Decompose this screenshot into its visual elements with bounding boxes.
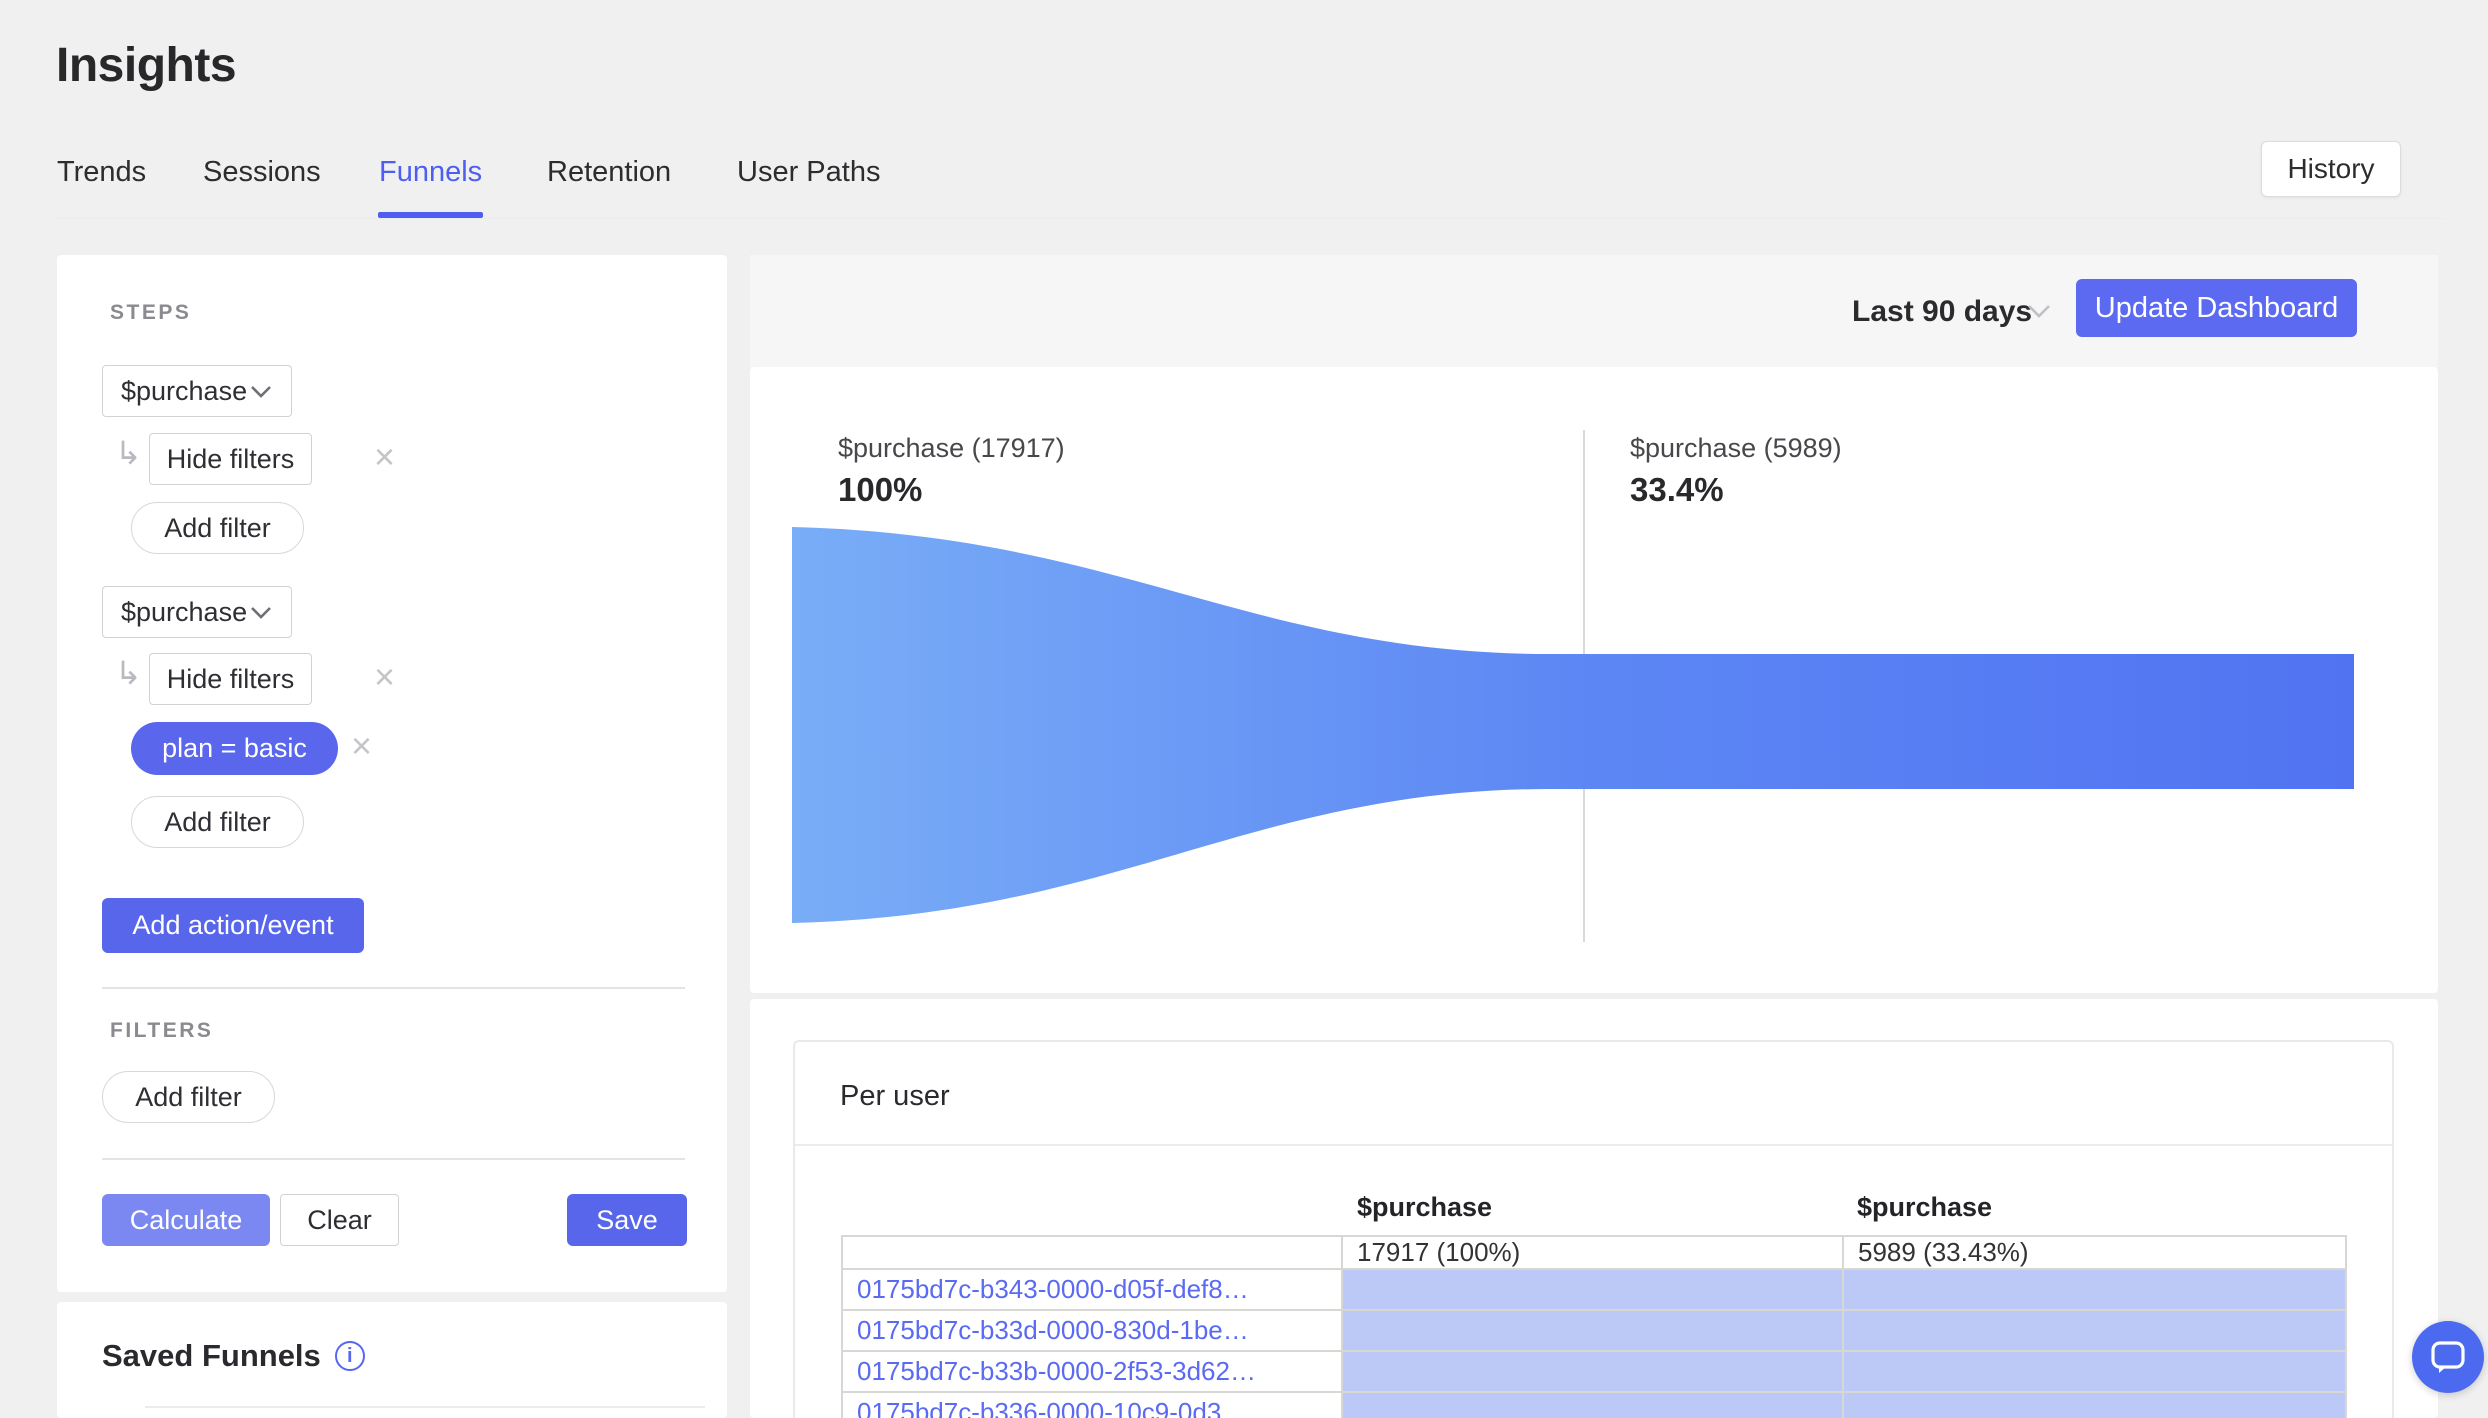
funnel-visualization [792, 430, 2354, 942]
clear-button-label: Clear [307, 1204, 372, 1235]
user-link[interactable]: 0175bd7c-b33b-0000-2f53-3d62… [857, 1356, 1256, 1386]
page-title: Insights [56, 39, 237, 92]
table-column-header-step1: $purchase [1357, 1192, 1493, 1222]
filters-section-label: FILTERS [110, 1019, 214, 1042]
tab-trends[interactable]: Trends [57, 156, 147, 188]
table-header-step1-total: 17917 (100%) [1341, 1235, 1844, 1270]
per-user-table: 17917 (100%) 5989 (33.43%) 0175bd7c-b343… [841, 1235, 2347, 1418]
dashboard-toolbar: Last 90 days Update Dashboard [750, 255, 2438, 367]
step2-hide-filters-button[interactable]: Hide filters [149, 653, 312, 705]
step2-filter-branch-icon: ↳ [115, 655, 142, 691]
chevron-down-icon [251, 385, 271, 398]
tab-funnels[interactable]: Funnels [379, 156, 483, 188]
funnel-config-panel: STEPS $purchase ↳ Hide filters × Add fil… [57, 255, 727, 1292]
step1-hide-filters-label: Hide filters [166, 443, 295, 474]
step1-add-filter-button[interactable]: Add filter [131, 502, 304, 554]
funnel-step1-label: $purchase (17917) [838, 433, 1065, 463]
saved-funnels-card: Saved Funnels i [57, 1302, 727, 1418]
step1-add-filter-label: Add filter [164, 512, 271, 543]
tab-user-paths[interactable]: User Paths [737, 156, 881, 188]
saved-funnels-title: Saved Funnels [102, 1338, 321, 1373]
per-user-divider [795, 1144, 2392, 1146]
tab-sessions[interactable]: Sessions [203, 156, 321, 188]
per-user-section: Per user $purchase $purchase 17917 (100%… [750, 999, 2438, 1418]
step1-cell [1341, 1268, 1844, 1311]
chevron-down-icon[interactable] [2026, 303, 2052, 320]
clear-button[interactable]: Clear [280, 1194, 399, 1246]
filter-chip-label: plan = basic [162, 733, 307, 763]
tabs-divider [57, 218, 2444, 219]
saved-funnels-row-divider [145, 1406, 705, 1408]
step2-cell [1842, 1268, 2347, 1311]
funnel-step2-label: $purchase (5989) [1630, 433, 1842, 463]
steps-section-label: STEPS [110, 301, 192, 324]
global-add-filter-button[interactable]: Add filter [102, 1071, 275, 1123]
history-button[interactable]: History [2261, 141, 2401, 197]
funnel-step2-percentage: 33.4% [1630, 471, 1724, 508]
user-link[interactable]: 0175bd7c-b343-0000-d05f-def8… [857, 1274, 1249, 1304]
panel-divider [102, 1158, 685, 1160]
table-row: 0175bd7c-b336-0000-10c9-0d3… [841, 1391, 2347, 1418]
step2-filter-chip[interactable]: plan = basic [131, 722, 338, 775]
funnel-chart-card: $purchase (17917) 100% $purchase (5989) … [750, 367, 2438, 993]
step1-cell [1341, 1350, 1844, 1393]
panel-divider [102, 987, 685, 989]
step2-add-filter-label: Add filter [164, 806, 271, 837]
tab-retention[interactable]: Retention [547, 156, 672, 188]
date-range-select[interactable]: Last 90 days [1852, 295, 2033, 328]
step2-event-value: $purchase [121, 596, 248, 627]
calculate-button[interactable]: Calculate [102, 1194, 270, 1246]
global-add-filter-label: Add filter [135, 1081, 242, 1112]
table-header-empty-cell [841, 1235, 1343, 1270]
table-header-row: 17917 (100%) 5989 (33.43%) [841, 1235, 2347, 1270]
step2-cell [1842, 1309, 2347, 1352]
step1-cell [1341, 1309, 1844, 1352]
add-action-event-button[interactable]: Add action/event [102, 898, 364, 953]
step2-add-filter-button[interactable]: Add filter [131, 796, 304, 848]
user-link[interactable]: 0175bd7c-b33d-0000-830d-1be… [857, 1315, 1249, 1345]
step1-event-select[interactable]: $purchase [102, 365, 292, 417]
step2-hide-filters-label: Hide filters [166, 663, 295, 694]
info-icon[interactable]: i [334, 1341, 365, 1371]
step1-cell [1341, 1391, 1844, 1418]
step2-cell [1842, 1350, 2347, 1393]
per-user-card: Per user $purchase $purchase 17917 (100%… [793, 1040, 2394, 1418]
step2-remove-icon[interactable]: × [374, 656, 396, 697]
table-row: 0175bd7c-b33b-0000-2f53-3d62… [841, 1350, 2347, 1393]
step1-hide-filters-button[interactable]: Hide filters [149, 433, 312, 485]
step2-event-select[interactable]: $purchase [102, 586, 292, 638]
chat-bubble-icon [2431, 1341, 2465, 1373]
table-row: 0175bd7c-b33d-0000-830d-1be… [841, 1309, 2347, 1352]
step1-filter-branch-icon: ↳ [115, 435, 142, 471]
chevron-down-icon [251, 606, 271, 619]
chat-widget-button[interactable] [2412, 1321, 2484, 1393]
active-tab-underline [378, 212, 483, 218]
per-user-title: Per user [840, 1080, 950, 1112]
step1-event-value: $purchase [121, 375, 248, 406]
table-row: 0175bd7c-b343-0000-d05f-def8… [841, 1268, 2347, 1311]
step1-remove-icon[interactable]: × [374, 436, 396, 477]
funnel-shape [792, 527, 2354, 923]
table-column-header-step2: $purchase [1857, 1192, 1993, 1222]
user-link[interactable]: 0175bd7c-b336-0000-10c9-0d3… [857, 1397, 1248, 1418]
funnel-step1-percentage: 100% [838, 471, 923, 508]
step2-cell [1842, 1391, 2347, 1418]
table-header-step2-total: 5989 (33.43%) [1842, 1235, 2347, 1270]
filter-chip-remove-icon[interactable]: × [351, 725, 373, 766]
save-button[interactable]: Save [567, 1194, 687, 1246]
update-dashboard-button[interactable]: Update Dashboard [2076, 279, 2357, 337]
